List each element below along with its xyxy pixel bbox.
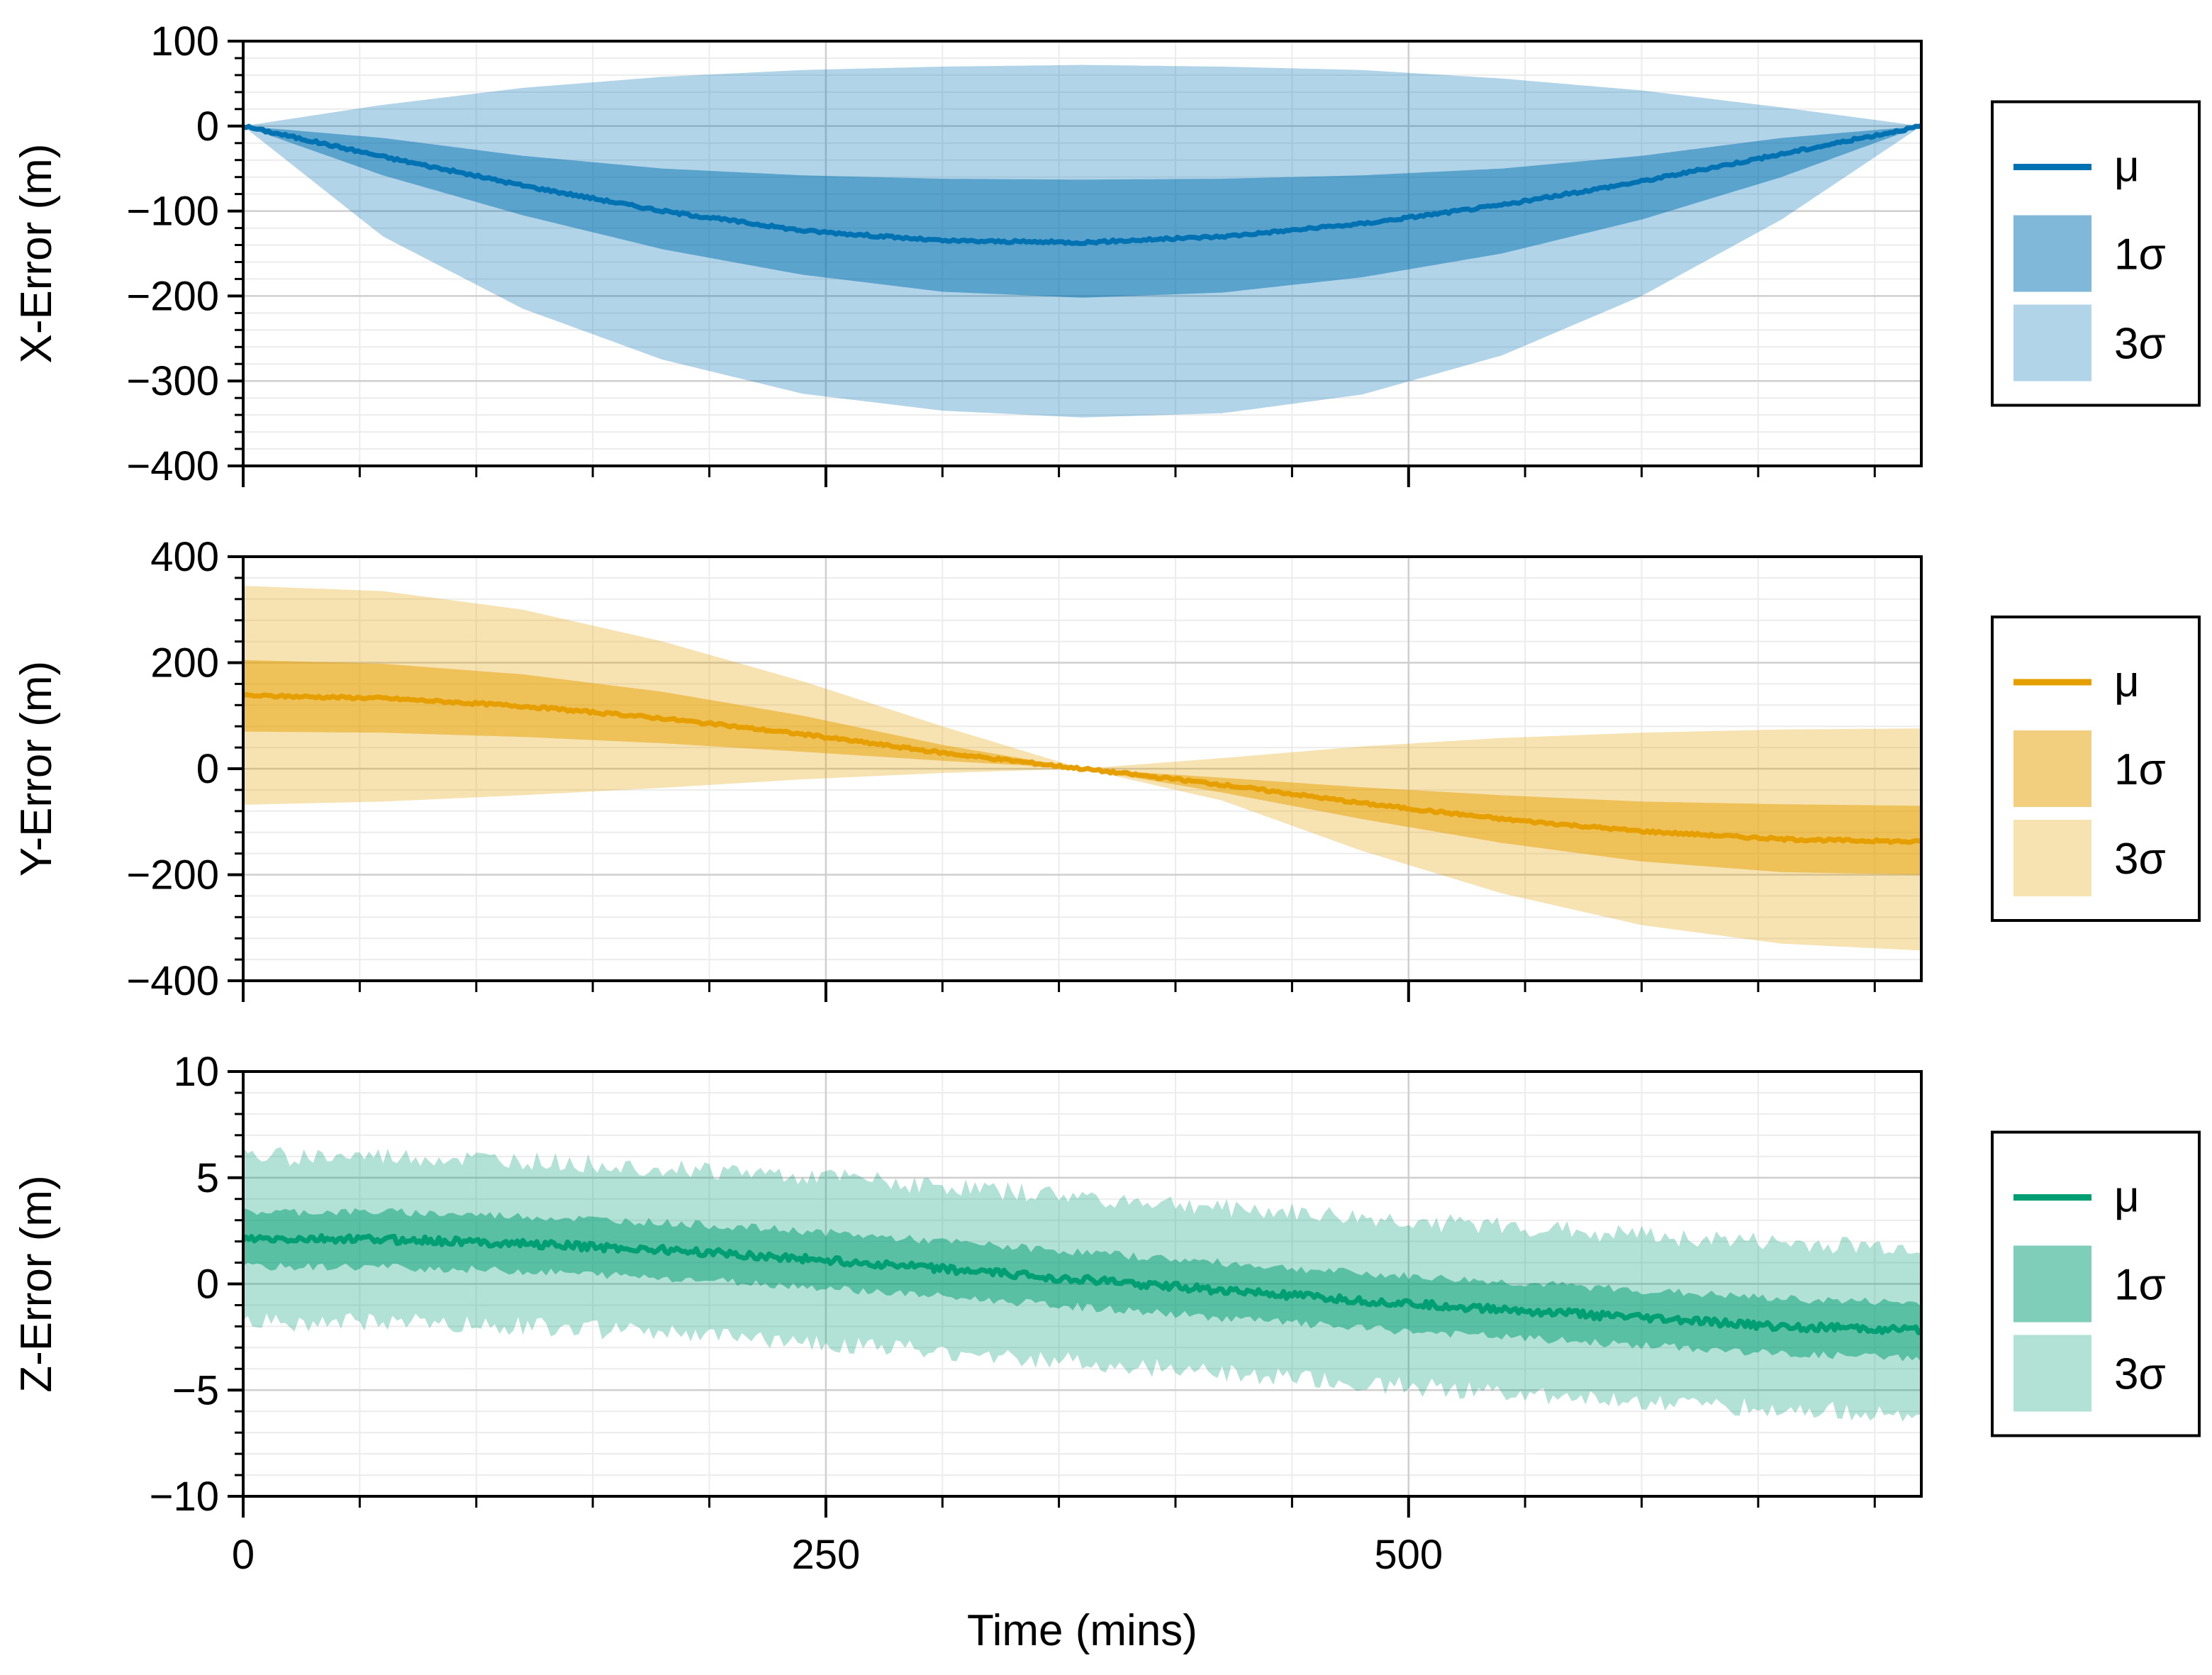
x-ytick-label: 0 (196, 104, 219, 150)
z-legend: μ 1σ 3σ (1991, 1130, 2201, 1437)
z-legend-1sigma-label: 1σ (2114, 1261, 2166, 1310)
x-axis-label: Time (mins) (967, 1606, 1197, 1655)
y-y-axis-label: Y-Error (m) (12, 661, 61, 877)
z-mean-line (241, 1232, 1923, 1335)
y-panel: 400 200 0 −200 −400 Y-Error (m) μ 1σ 3σ (12, 534, 2201, 1004)
x-legend: μ 1σ 3σ (1991, 100, 2201, 407)
x-legend-1sigma-swatch (2013, 215, 2091, 292)
x-band-1sigma (243, 126, 1921, 298)
z-xtick-label: 500 (1374, 1532, 1443, 1578)
y-ytick-label: 0 (196, 746, 219, 792)
z-y-axis-label: Z-Error (m) (12, 1175, 61, 1392)
y-legend-mean-label: μ (2114, 657, 2140, 706)
z-ytick-label: 10 (173, 1049, 219, 1095)
y-legend: μ 1σ 3σ (1991, 616, 2201, 922)
z-ytick-label: −5 (172, 1367, 219, 1413)
z-xtick-label: 250 (792, 1532, 861, 1578)
x-plot-frame (242, 40, 1923, 467)
y-band-3sigma (243, 586, 1921, 951)
x-ytick-label: −400 (126, 443, 219, 489)
y-ytick-label: 200 (150, 640, 219, 686)
x-legend-3sigma-label: 3σ (2114, 320, 2166, 369)
x-ytick-label: −300 (126, 358, 219, 404)
x-mean-line (242, 123, 1923, 247)
z-panel: 10 5 0 −5 −10 0 250 500 Time (mins) Z-Error (m) μ 1… (12, 1049, 2201, 1655)
x-panel: 100 0 −100 −200 −300 −400 X-Error (m) μ 1σ 3σ (12, 18, 2201, 489)
z-legend-3sigma-label: 3σ (2114, 1350, 2166, 1399)
x-legend-mean-label: μ (2114, 143, 2140, 191)
y-legend-1sigma-swatch (2013, 730, 2091, 807)
x-y-axis-label: X-Error (m) (12, 144, 61, 364)
z-legend-1sigma-swatch (2013, 1245, 2091, 1323)
y-mean-line (242, 691, 1922, 845)
z-xtick-label: 0 (232, 1532, 255, 1578)
x-legend-3sigma-swatch (2013, 304, 2091, 382)
z-legend-mean-label: μ (2114, 1173, 2140, 1222)
y-legend-3sigma-swatch (2013, 820, 2091, 896)
y-ytick-label: 400 (150, 534, 219, 580)
z-ytick-label: 5 (196, 1155, 219, 1201)
x-ytick-label: 100 (150, 18, 219, 65)
y-legend-1sigma-label: 1σ (2114, 745, 2166, 794)
y-band-1sigma (243, 660, 1921, 875)
x-legend-1sigma-label: 1σ (2114, 230, 2166, 279)
y-ytick-label: −200 (126, 852, 219, 898)
x-ytick-label: −200 (126, 273, 219, 319)
y-legend-3sigma-label: 3σ (2114, 835, 2166, 884)
x-ytick-label: −100 (126, 189, 219, 235)
z-legend-3sigma-swatch (2013, 1335, 2091, 1412)
z-ytick-label: 0 (196, 1262, 219, 1308)
z-ytick-label: −10 (150, 1474, 219, 1520)
y-ytick-label: −400 (126, 958, 219, 1004)
